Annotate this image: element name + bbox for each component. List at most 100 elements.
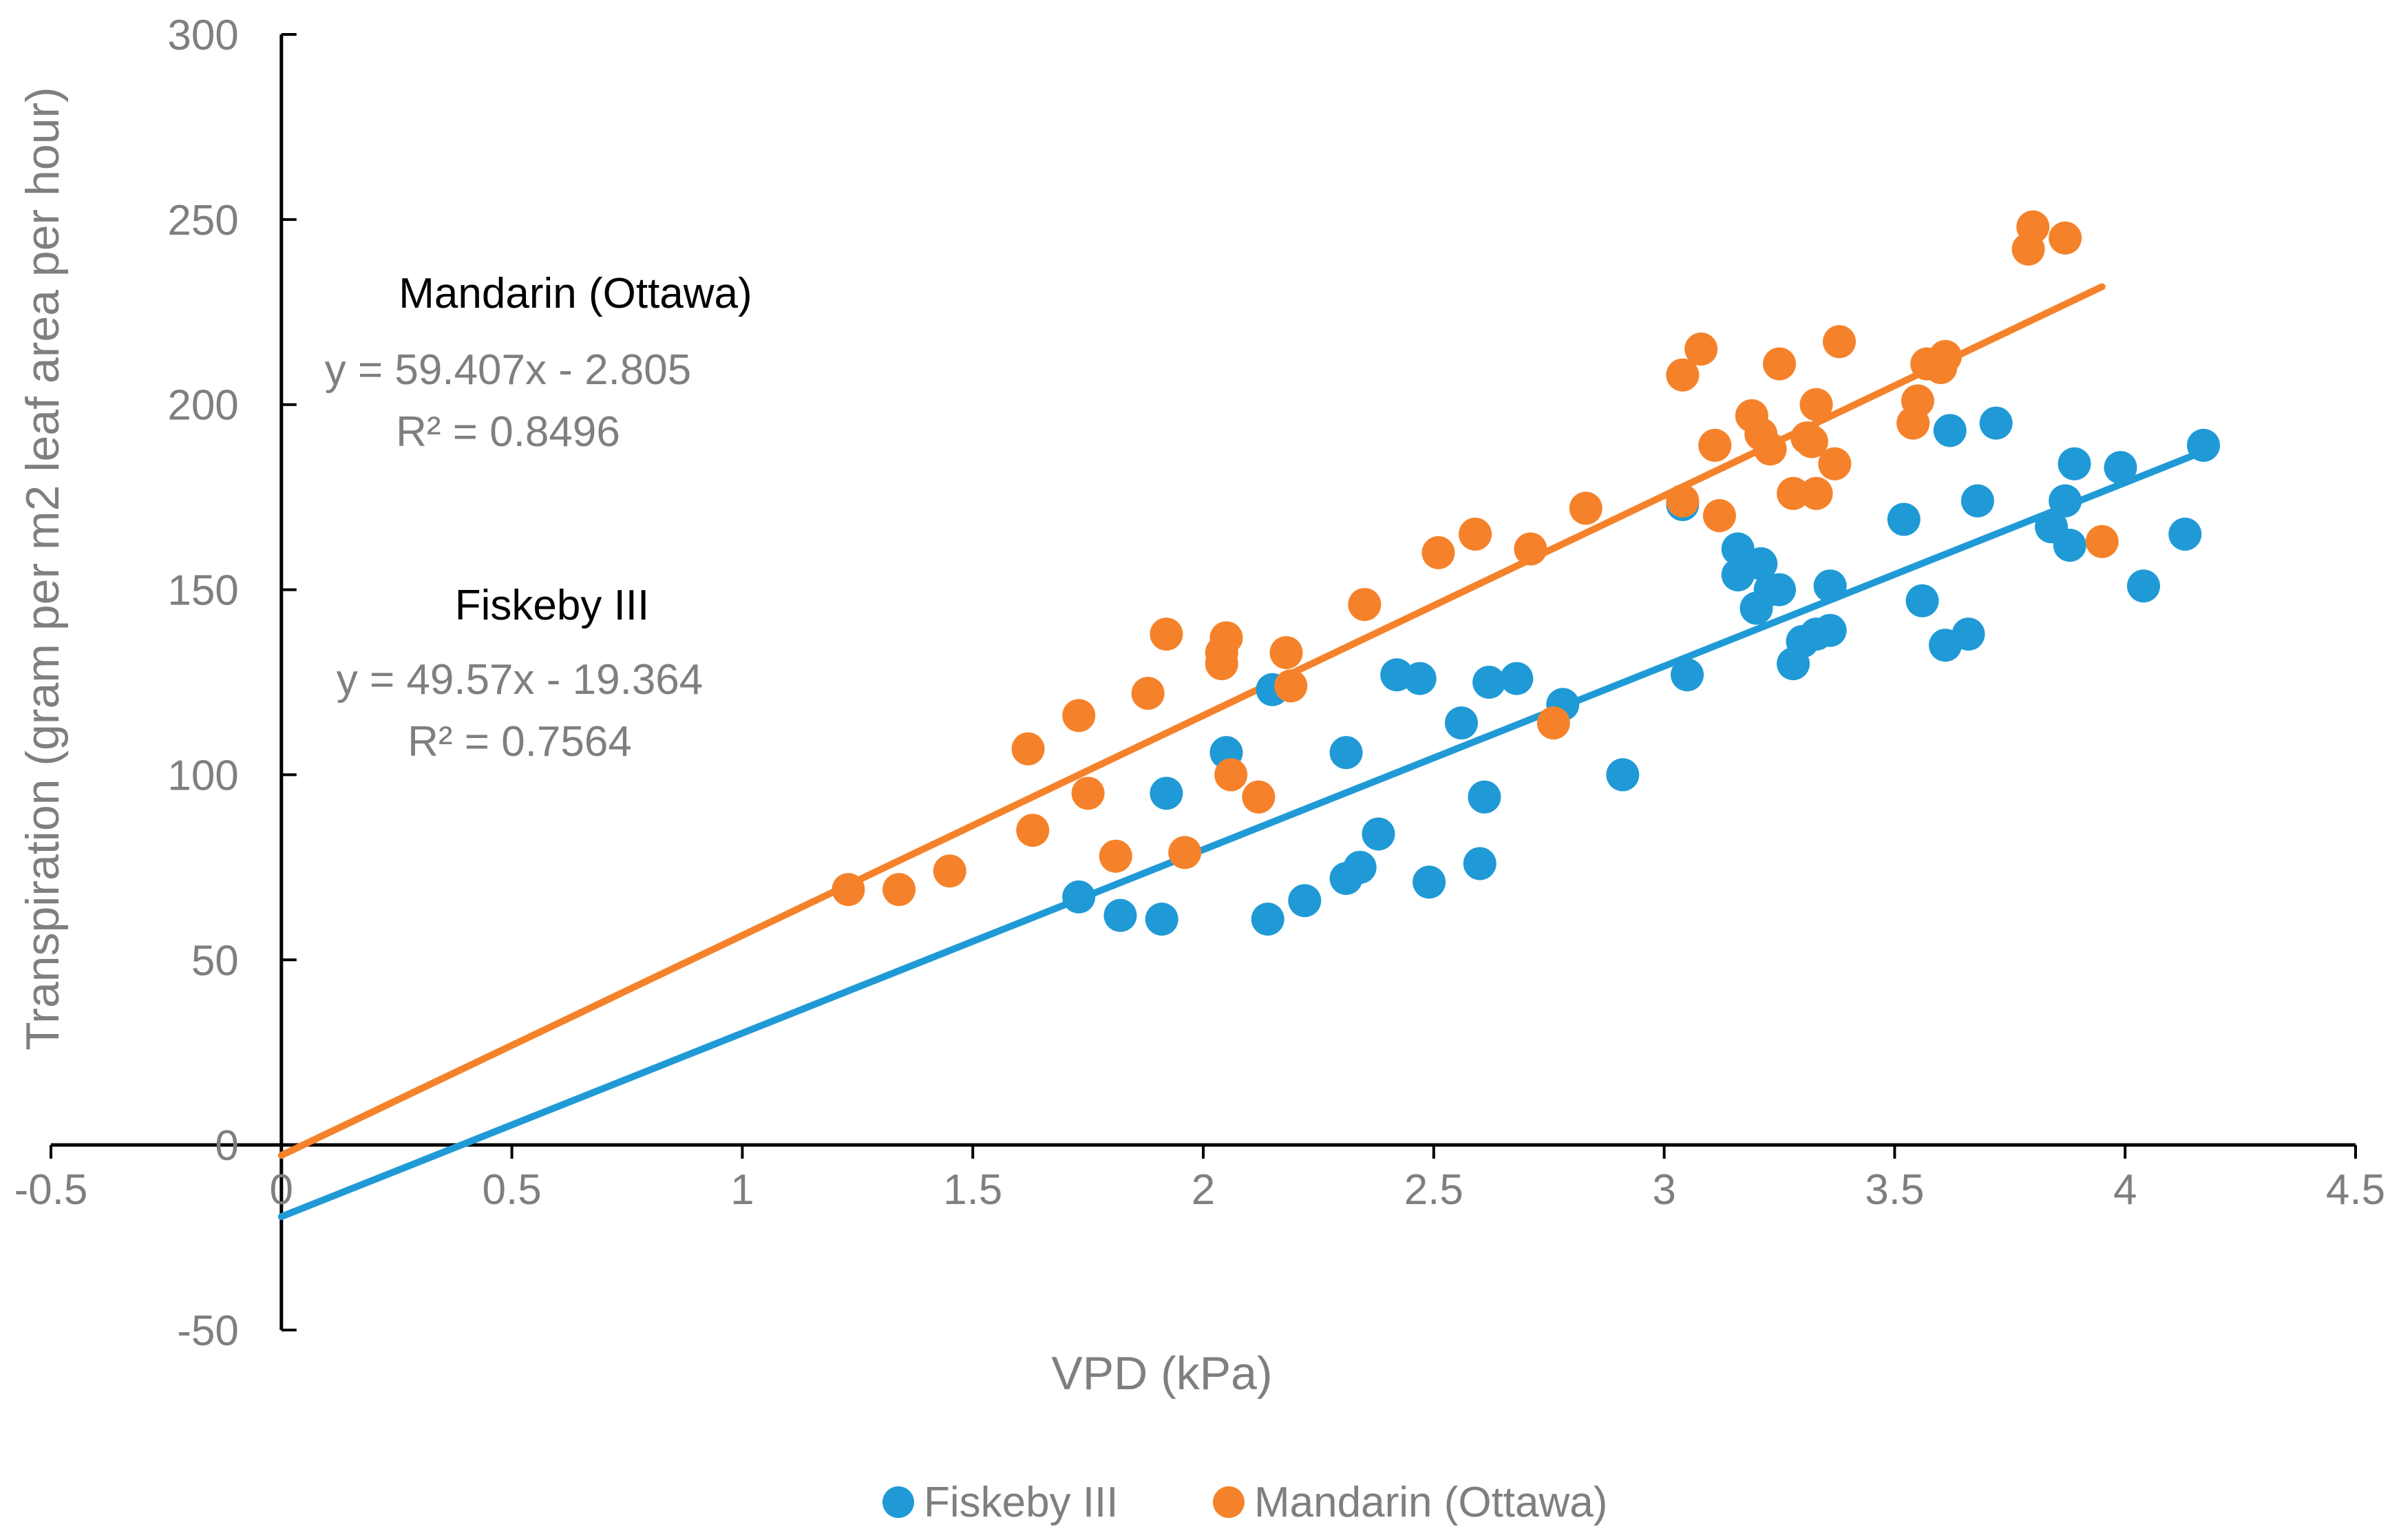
point-fiskeby[interactable] [1329, 736, 1363, 770]
point-fiskeby[interactable] [1744, 547, 1778, 580]
point-mandarin[interactable] [1795, 425, 1828, 458]
point-fiskeby[interactable] [1960, 484, 1994, 518]
point-mandarin[interactable] [1702, 499, 1736, 533]
point-mandarin[interactable] [1799, 388, 1833, 421]
point-mandarin[interactable] [1698, 428, 1732, 462]
legend-marker-mandarin [1213, 1486, 1245, 1518]
annotation-fiskeby: Fiskeby III y = 49.57x - 19.364 R² = 0.7… [337, 582, 704, 766]
point-mandarin[interactable] [1099, 839, 1132, 873]
point-fiskeby[interactable] [2049, 484, 2082, 518]
point-fiskeby[interactable] [1905, 584, 1939, 618]
point-fiskeby[interactable] [1813, 613, 1847, 647]
point-mandarin[interactable] [1242, 780, 1276, 814]
point-fiskeby[interactable] [1979, 406, 2013, 440]
y-tick-label: 100 [167, 752, 238, 799]
annotation-mandarin-title: Mandarin (Ottawa) [399, 270, 752, 317]
annotation-mandarin-equation: y = 59.407x - 2.805 [325, 346, 692, 394]
annotation-mandarin: Mandarin (Ottawa) y = 59.407x - 2.805 R²… [325, 270, 752, 456]
point-fiskeby[interactable] [1362, 817, 1395, 851]
point-fiskeby[interactable] [1933, 414, 1967, 447]
point-fiskeby[interactable] [2058, 447, 2091, 481]
point-mandarin[interactable] [1536, 706, 1570, 740]
point-fiskeby[interactable] [1468, 780, 1501, 814]
point-fiskeby[interactable] [1403, 662, 1437, 695]
point-mandarin[interactable] [1823, 325, 1857, 359]
point-mandarin[interactable] [1421, 536, 1455, 569]
series-mandarin [832, 210, 2119, 907]
point-fiskeby[interactable] [1145, 903, 1178, 936]
point-fiskeby[interactable] [2126, 569, 2160, 603]
point-mandarin[interactable] [1269, 635, 1303, 669]
point-fiskeby[interactable] [2168, 517, 2202, 551]
point-fiskeby[interactable] [1763, 573, 1796, 606]
point-fiskeby[interactable] [1150, 777, 1183, 810]
legend-item-mandarin[interactable]: Mandarin (Ottawa) [1213, 1479, 1607, 1526]
point-mandarin[interactable] [1666, 484, 1700, 518]
point-mandarin[interactable] [1016, 814, 1050, 847]
y-tick-label: 200 [167, 382, 238, 430]
x-tick-label: 0 [270, 1166, 293, 1214]
point-mandarin[interactable] [1763, 347, 1796, 381]
point-mandarin[interactable] [933, 854, 966, 888]
point-mandarin[interactable] [1929, 339, 1963, 373]
y-tick-label: 250 [167, 197, 238, 244]
point-fiskeby[interactable] [1288, 884, 1322, 918]
point-fiskeby[interactable] [1444, 706, 1478, 740]
point-mandarin[interactable] [1274, 669, 1308, 703]
point-fiskeby[interactable] [1606, 758, 1640, 792]
point-fiskeby[interactable] [1472, 666, 1506, 699]
point-mandarin[interactable] [2085, 525, 2119, 558]
point-fiskeby[interactable] [1463, 847, 1496, 880]
annotation-fiskeby-title: Fiskeby III [455, 582, 650, 629]
point-fiskeby[interactable] [2187, 428, 2221, 462]
point-fiskeby[interactable] [1500, 662, 1534, 695]
point-mandarin[interactable] [1348, 588, 1382, 622]
point-fiskeby[interactable] [2104, 451, 2137, 485]
point-mandarin[interactable] [1459, 517, 1492, 551]
point-fiskeby[interactable] [1413, 865, 1446, 899]
point-mandarin[interactable] [832, 873, 865, 907]
point-mandarin[interactable] [1777, 476, 1810, 510]
point-mandarin[interactable] [1569, 492, 1603, 525]
point-mandarin[interactable] [1062, 699, 1096, 732]
point-fiskeby[interactable] [1887, 503, 1921, 536]
x-tick-label: 3 [1652, 1166, 1675, 1214]
point-fiskeby[interactable] [1952, 618, 1985, 651]
x-tick-label: 1.5 [943, 1166, 1002, 1214]
point-mandarin[interactable] [1071, 777, 1105, 810]
point-fiskeby[interactable] [1251, 903, 1284, 936]
point-fiskeby[interactable] [1813, 569, 1847, 603]
x-tick-label: 1 [730, 1166, 754, 1214]
trendline-fiskeby [277, 447, 2208, 1221]
point-mandarin[interactable] [2016, 210, 2050, 244]
legend-marker-fiskeby [882, 1486, 914, 1518]
axes [50, 33, 2357, 1331]
annotation-fiskeby-equation: y = 49.57x - 19.364 [337, 656, 704, 704]
y-tick-label: 50 [191, 937, 239, 984]
point-mandarin[interactable] [1514, 532, 1547, 566]
point-mandarin[interactable] [1818, 447, 1852, 481]
point-mandarin[interactable] [1799, 476, 1833, 510]
x-tick-label: -0.5 [14, 1166, 88, 1214]
legend-item-fiskeby[interactable]: Fiskeby III [882, 1479, 1119, 1526]
point-mandarin[interactable] [1168, 836, 1202, 869]
point-mandarin[interactable] [1209, 621, 1243, 655]
point-mandarin[interactable] [1150, 618, 1183, 651]
point-mandarin[interactable] [1131, 677, 1165, 710]
point-mandarin[interactable] [1901, 384, 1934, 418]
x-tick-label: 4.5 [2326, 1166, 2385, 1214]
x-tick-label: 4 [2113, 1166, 2137, 1214]
point-fiskeby[interactable] [2053, 529, 2086, 562]
point-mandarin[interactable] [1214, 758, 1248, 792]
point-fiskeby[interactable] [1343, 850, 1377, 884]
point-fiskeby[interactable] [1103, 898, 1137, 932]
point-mandarin[interactable] [2049, 221, 2082, 255]
point-fiskeby[interactable] [1671, 658, 1704, 692]
point-mandarin[interactable] [1753, 432, 1787, 466]
point-mandarin[interactable] [1666, 358, 1700, 392]
point-mandarin[interactable] [1684, 333, 1718, 366]
point-fiskeby[interactable] [1062, 880, 1096, 914]
x-tick-label: 2 [1192, 1166, 1215, 1214]
point-mandarin[interactable] [882, 873, 916, 907]
point-mandarin[interactable] [1011, 732, 1045, 766]
